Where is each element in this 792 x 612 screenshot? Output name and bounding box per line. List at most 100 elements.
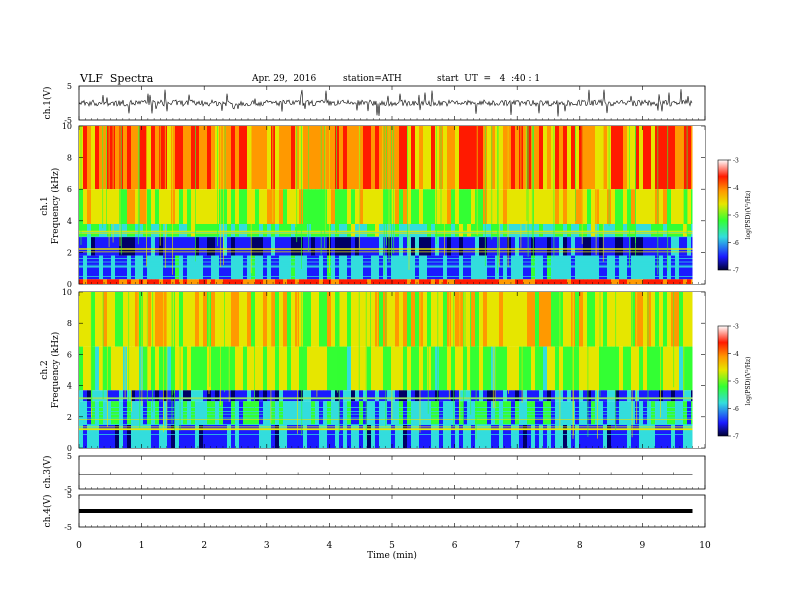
spectrogram-cell [167, 236, 172, 256]
spectrogram-cell [371, 279, 376, 284]
spectrogram-cell [339, 346, 344, 391]
spectrogram-cell [99, 346, 104, 391]
spectrogram-cell [275, 424, 280, 448]
spectrogram-cell [111, 236, 116, 256]
spectrogram-cell [211, 390, 216, 402]
spectrogram-cell [227, 279, 232, 284]
x-tick-label: 2 [201, 541, 207, 551]
spectrogram-cell [323, 236, 328, 256]
spectrogram-cell [139, 126, 144, 190]
spectrogram-cell [83, 126, 88, 190]
spectrogram-cell [135, 224, 140, 237]
spectrogram-cell [567, 236, 572, 256]
spectrogram-cell [495, 346, 500, 391]
spectrogram-cell [199, 292, 204, 347]
spectrogram-cell [247, 236, 252, 256]
spectrogram-cell [555, 236, 560, 256]
spectrogram-cell [79, 292, 84, 347]
spectrogram-cell [111, 401, 116, 425]
spectrogram-cell [311, 126, 316, 190]
ch2-spectrogram [79, 292, 705, 448]
spectrogram-cell [259, 189, 264, 224]
spectrogram-cell [279, 189, 284, 224]
spectrogram-cell [483, 424, 488, 448]
spectrogram-cell [91, 224, 96, 237]
spectrogram-cell [479, 279, 484, 284]
y-tick-label: 2 [67, 248, 72, 257]
spectrogram-cell [115, 236, 120, 256]
spectrogram-cell [447, 236, 452, 256]
spectrogram-cell [127, 126, 132, 190]
spectrogram-cell [667, 279, 672, 284]
spectrogram-cell [119, 424, 124, 448]
spectrogram-cell [487, 292, 492, 347]
spectrogram-cell [319, 390, 324, 402]
spectrogram-cell [475, 279, 480, 284]
spectrogram-cell [467, 401, 472, 425]
spectrogram-cell [547, 236, 552, 256]
spectrogram-cell [659, 390, 664, 402]
spectrogram-cell [143, 236, 148, 256]
y-tick-label: 6 [67, 350, 72, 359]
spectrogram-cell [123, 189, 128, 224]
spectrogram-cell [535, 390, 540, 402]
spectrogram-cell [567, 401, 572, 425]
spectrogram-cell [303, 189, 308, 224]
x-axis-label: Time (min) [367, 550, 417, 561]
ch1-waveform-frame [78, 85, 706, 121]
spectrogram-cell [683, 236, 688, 256]
spectrogram-cell [607, 236, 612, 256]
spectrogram-cell [579, 390, 584, 402]
spectrogram-cell [223, 224, 228, 237]
spectrogram-cell [567, 292, 572, 347]
spectrogram-cell [223, 401, 228, 425]
spectrogram-cell [331, 401, 336, 425]
spectrogram-cell [95, 279, 100, 284]
spectrogram-cell [503, 401, 508, 425]
spectrogram-cell [167, 390, 172, 402]
spectrogram-cell [403, 346, 408, 391]
spectrogram-cell [155, 424, 160, 448]
spectrogram-cell [411, 346, 416, 391]
spectrogram-cell [435, 390, 440, 402]
spectrogram-cell [639, 292, 644, 347]
spectrogram-cell [479, 390, 484, 402]
spectrogram-cell [119, 401, 124, 425]
spectrogram-cell [231, 292, 236, 347]
spectrogram-cell [567, 189, 572, 224]
y-tick-label: 4 [67, 217, 72, 226]
spectrogram-cell [375, 390, 380, 402]
spectrogram-cell [255, 401, 260, 425]
spectrogram-cell [243, 126, 248, 190]
spectrogram-cell [199, 189, 204, 224]
spectrogram-cell [155, 346, 160, 391]
spectrogram-cell [251, 424, 256, 448]
spectrogram-cell [287, 424, 292, 448]
spectrogram-cell [191, 401, 196, 425]
x-tick-label: 8 [577, 541, 583, 551]
spectrogram-cell [655, 126, 660, 190]
spectrogram-cell [179, 224, 184, 237]
spectrogram-cell [671, 292, 676, 347]
spectrogram-cell [635, 346, 640, 391]
spectrogram-cell [159, 224, 164, 237]
spectrogram-cell [639, 279, 644, 284]
spectrogram-cell [151, 189, 156, 224]
spectrogram-cell [291, 279, 296, 284]
spectrogram-cell [247, 424, 252, 448]
spectrogram-cell [227, 126, 232, 190]
spectrogram-cell [371, 424, 376, 448]
spectrogram-cell [227, 189, 232, 224]
spectrogram-cell [643, 390, 648, 402]
spectrogram-cell [459, 279, 464, 284]
spectrogram-cell [623, 189, 628, 224]
spectrogram-cell [643, 236, 648, 256]
spectrogram-cell [615, 346, 620, 391]
spectrogram-cell [543, 292, 548, 347]
spectrogram-cell [219, 279, 224, 284]
spectrogram-cell [367, 390, 372, 402]
spectrogram-cell [255, 390, 260, 402]
spectrogram-cell [507, 292, 512, 347]
spectrogram-cell [555, 390, 560, 402]
spectrogram-cell [423, 126, 428, 190]
